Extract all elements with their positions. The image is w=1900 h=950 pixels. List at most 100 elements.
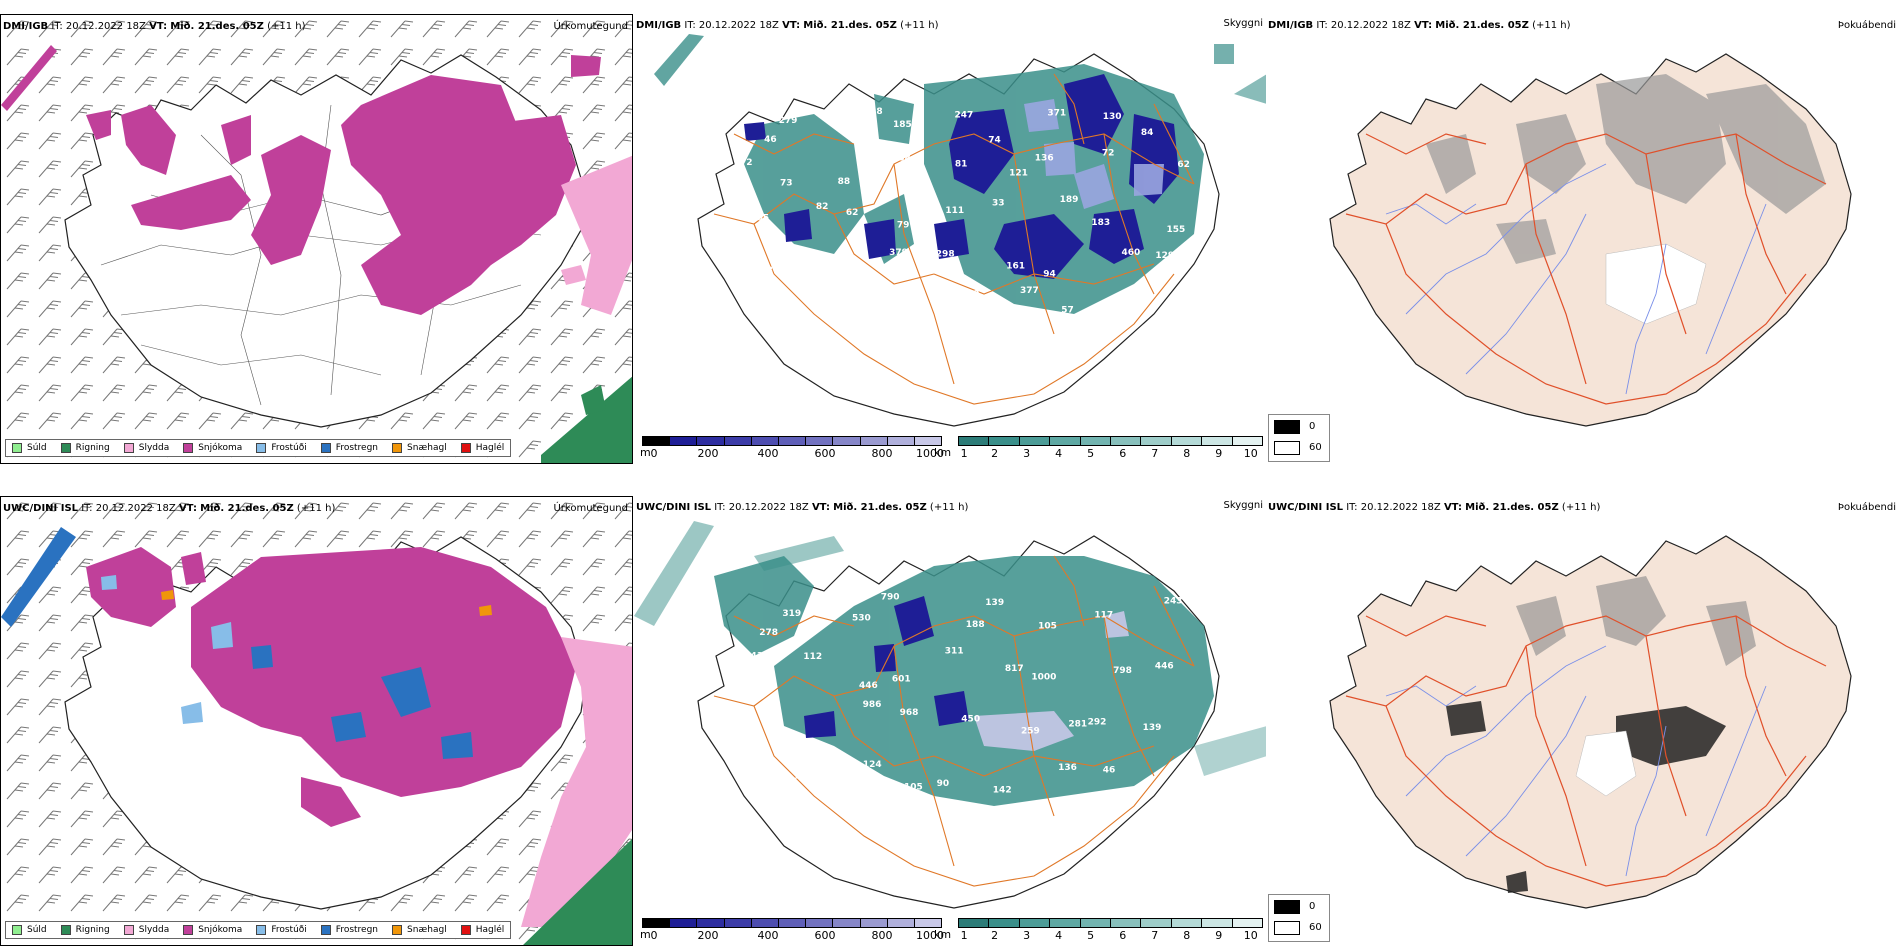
panel-header: DMI/IGB IT: 20.12.2022 18Z VT: Mið. 21.d… — [636, 20, 939, 31]
visibility-value-label: 155 — [1167, 225, 1186, 235]
panel-header: UWC/DINI ISL IT: 20.12.2022 18Z VT: Mið.… — [1268, 502, 1601, 513]
panel-title: Skyggni — [1223, 18, 1263, 29]
visibility-value-label: 790 — [881, 593, 900, 603]
visibility-value-label: 129 — [1155, 251, 1174, 261]
colorbar-boxes — [642, 918, 942, 928]
fog-index-panel-bottom: UWC/DINI ISL IT: 20.12.2022 18Z VT: Mið.… — [1266, 496, 1900, 946]
visibility-value-label: 446 — [1155, 662, 1174, 672]
visibility-value-label: 204 — [792, 312, 811, 322]
colorbar-boxes — [958, 436, 1263, 446]
visibility-panel-bottom: UWC/DINI ISL IT: 20.12.2022 18Z VT: Mið.… — [634, 496, 1267, 946]
visibility-value-label: 298 — [936, 249, 955, 259]
visibility-map-bottom: 278 319 530 790 188 139 105 117 243 243 112 446 601 3… — [634, 521, 1267, 909]
visibility-value-label: 185 — [893, 120, 912, 130]
visibility-value-label: 105 — [904, 783, 923, 793]
visibility-value-label: 115 — [794, 772, 813, 782]
fog-legend-top: 0 60 — [1268, 414, 1330, 462]
legend-item-rain: Rigning — [60, 443, 110, 453]
legend-item-sleet: Slydda — [123, 443, 169, 453]
legend-item-freezing-rain: Frostregn — [320, 925, 378, 935]
visibility-value-label: 117 — [1094, 611, 1113, 621]
colorbar-unit: m — [640, 928, 651, 941]
fog-index-panel-top: DMI/IGB IT: 20.12.2022 18Z VT: Mið. 21.d… — [1266, 14, 1900, 464]
visibility-value-label: 102 — [726, 316, 745, 326]
visibility-value-label: 105 — [1038, 622, 1057, 632]
visibility-value-label: 73 — [780, 179, 793, 189]
colorbar-ticks: 1 2 3 4 5 6 7 8 9 10 — [960, 929, 1258, 942]
legend-item-drizzle: Súld — [12, 443, 47, 453]
visibility-value-label: 40 — [967, 290, 980, 300]
visibility-value-label: 189 — [1060, 195, 1079, 205]
visibility-value-label: 281 — [1068, 720, 1087, 730]
panel-header: DMI/IGB IT: 20.12.2022 18Z VT: Mið. 21.d… — [3, 21, 306, 32]
legend-item-freezing-drizzle: Frostúði — [256, 443, 307, 453]
visibility-value-label: 90 — [937, 779, 950, 789]
fog-map-bottom — [1329, 535, 1852, 909]
legend-item-sleet: Slydda — [123, 925, 169, 935]
visibility-value-label: 279 — [779, 116, 798, 126]
visibility-value-label: 62 — [846, 208, 859, 218]
visibility-value-label: 183 — [1091, 218, 1110, 228]
precip-type-panel-top: DMI/IGB IT: 20.12.2022 18Z VT: Mið. 21.d… — [0, 14, 633, 464]
colorbar-ticks: 0 200 400 600 800 1000 — [650, 447, 945, 460]
visibility-value-label: 94 — [1043, 270, 1056, 280]
legend-item-ice-pellets: Snæhagl — [392, 925, 447, 935]
visibility-value-label: 798 — [1113, 666, 1132, 676]
panel-title: Skyggni — [1223, 500, 1263, 511]
visibility-value-label: 647 — [780, 736, 799, 746]
visibility-value-label: 79 — [897, 220, 910, 230]
visibility-colorbar-m: m 0 200 400 600 800 1000 — [640, 918, 944, 944]
precip-legend: Súld Rigning Slydda Snjókoma Frostúði Fr… — [5, 921, 512, 939]
colorbar-boxes — [958, 918, 1263, 928]
visibility-value-label: 127 — [1168, 780, 1187, 790]
panel-header: DMI/IGB IT: 20.12.2022 18Z VT: Mið. 21.d… — [1268, 20, 1571, 31]
visibility-value-label: 112 — [803, 652, 822, 662]
visibility-value-label: 379 — [889, 248, 908, 258]
visibility-value-label: 453 — [726, 716, 745, 726]
visibility-value-label: 188 — [966, 620, 985, 630]
visibility-value-label: 57 — [1061, 305, 1074, 315]
legend-item-snow: Snjókoma — [183, 925, 242, 935]
legend-item-hail: Haglél — [460, 443, 504, 453]
visibility-value-label: 105 — [804, 258, 823, 268]
visibility-value-label: 46 — [764, 135, 777, 145]
colorbar-unit: km — [934, 446, 952, 459]
visibility-value-label: 331 — [761, 266, 780, 276]
visibility-value-label: 311 — [945, 647, 964, 657]
visibility-value-label: 460 — [1122, 248, 1141, 258]
colorbar-unit: m — [640, 446, 651, 459]
colorbar-boxes — [642, 436, 942, 446]
colorbar-unit: km — [934, 928, 952, 941]
panel-title: Úrkomutegund — [553, 21, 628, 32]
visibility-value-label: 139 — [1143, 723, 1162, 733]
legend-item-freezing-drizzle: Frostúði — [256, 925, 307, 935]
visibility-value-label: 72 — [740, 158, 753, 168]
visibility-value-label: 130 — [1103, 112, 1122, 122]
visibility-value-label: 88 — [838, 177, 851, 187]
visibility-value-label: 33 — [992, 199, 1005, 209]
legend-item-freezing-rain: Frostregn — [320, 443, 378, 453]
visibility-value-label: 121 — [1009, 169, 1028, 179]
visibility-value-label: 601 — [892, 675, 911, 685]
visibility-value-label: 81 — [955, 160, 968, 170]
visibility-value-label: 128 — [864, 107, 883, 117]
visibility-value-label: 136 — [1058, 763, 1077, 773]
visibility-value-label: 111 — [945, 206, 964, 216]
visibility-value-label: 72 — [1102, 148, 1115, 158]
visibility-value-label: 84 — [1141, 128, 1154, 138]
visibility-value-label: 46 — [884, 309, 897, 319]
colorbar-ticks: 1 2 3 4 5 6 7 8 9 10 — [960, 447, 1258, 460]
visibility-value-label: 105 — [750, 214, 769, 224]
visibility-value-label: 319 — [782, 609, 801, 619]
visibility-value-label: 88 — [898, 154, 911, 164]
visibility-colorbar-km: km 1 2 3 4 5 6 7 8 9 10 — [934, 436, 1263, 462]
visibility-value-label: 247 — [955, 110, 974, 120]
visibility-colorbar-km: km 1 2 3 4 5 6 7 8 9 10 — [934, 918, 1263, 944]
visibility-value-label: 136 — [1035, 153, 1054, 163]
visibility-value-label: 243 — [744, 652, 763, 662]
visibility-value-label: 142 — [993, 785, 1012, 795]
precip-map-bottom — [1, 497, 632, 945]
fog-legend-bottom: 0 60 — [1268, 894, 1330, 942]
visibility-value-label: 986 — [863, 700, 882, 710]
legend-item-ice-pellets: Snæhagl — [392, 443, 447, 453]
